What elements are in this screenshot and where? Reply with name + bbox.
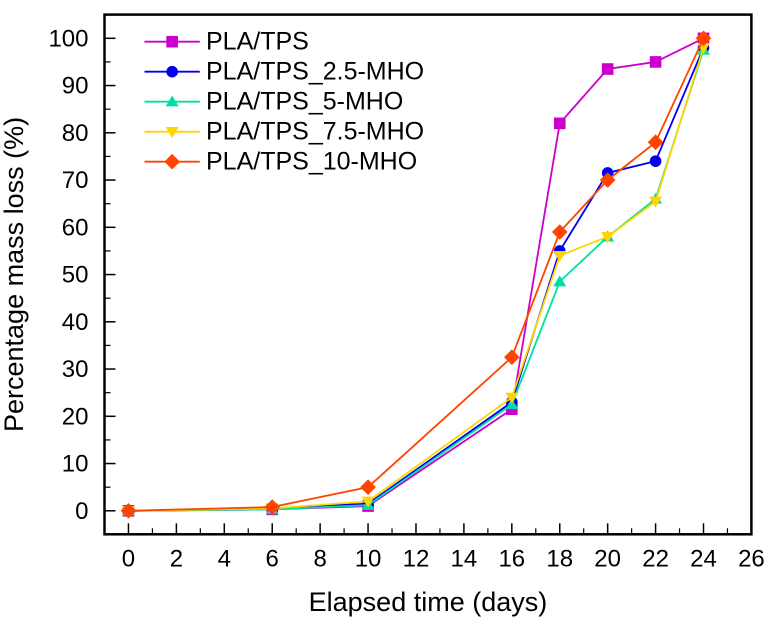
svg-text:18: 18 xyxy=(546,545,573,572)
svg-text:8: 8 xyxy=(313,545,326,572)
svg-text:20: 20 xyxy=(62,403,89,430)
svg-text:70: 70 xyxy=(62,167,89,194)
svg-text:14: 14 xyxy=(451,545,478,572)
svg-text:PLA/TPS: PLA/TPS xyxy=(206,28,309,56)
svg-text:Percentage mass loss (%): Percentage mass loss (%) xyxy=(0,117,29,432)
svg-text:PLA/TPS_5-MHO: PLA/TPS_5-MHO xyxy=(206,88,403,116)
svg-text:PLA/TPS_10-MHO: PLA/TPS_10-MHO xyxy=(206,148,417,176)
svg-text:20: 20 xyxy=(594,545,621,572)
svg-text:16: 16 xyxy=(498,545,525,572)
svg-text:6: 6 xyxy=(266,545,279,572)
svg-text:90: 90 xyxy=(62,73,89,100)
svg-text:100: 100 xyxy=(48,25,88,52)
svg-text:50: 50 xyxy=(62,262,89,289)
svg-text:12: 12 xyxy=(403,545,430,572)
svg-text:10: 10 xyxy=(62,451,89,478)
svg-text:0: 0 xyxy=(122,545,135,572)
svg-text:0: 0 xyxy=(75,498,88,525)
svg-text:30: 30 xyxy=(62,356,89,383)
svg-text:2: 2 xyxy=(170,545,183,572)
svg-text:24: 24 xyxy=(690,545,717,572)
svg-text:80: 80 xyxy=(62,120,89,147)
svg-text:22: 22 xyxy=(642,545,669,572)
svg-text:26: 26 xyxy=(738,545,765,572)
svg-text:Elapsed time (days): Elapsed time (days) xyxy=(309,587,548,617)
svg-text:PLA/TPS_7.5-MHO: PLA/TPS_7.5-MHO xyxy=(206,118,424,146)
svg-text:4: 4 xyxy=(218,545,231,572)
svg-text:PLA/TPS_2.5-MHO: PLA/TPS_2.5-MHO xyxy=(206,58,424,86)
svg-text:40: 40 xyxy=(62,309,89,336)
svg-text:10: 10 xyxy=(355,545,382,572)
svg-text:60: 60 xyxy=(62,214,89,241)
